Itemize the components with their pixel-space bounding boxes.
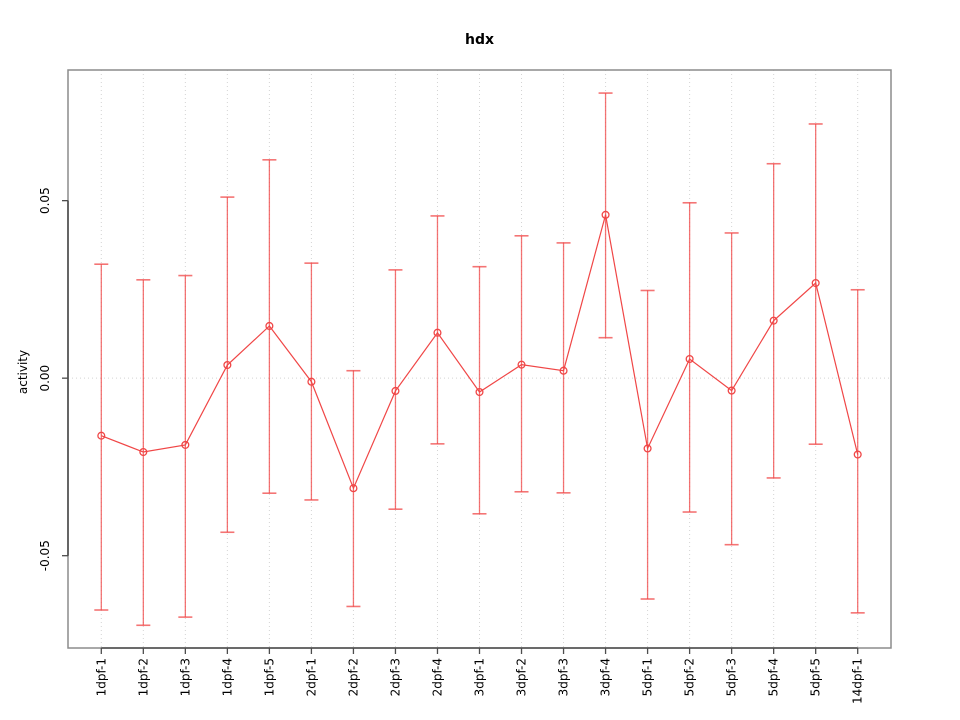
x-tick-label: 5dpf-5 [809, 658, 823, 696]
x-tick-label: 14dpf-1 [851, 658, 865, 704]
data-point [853, 450, 862, 459]
x-tick-label: 1dpf-5 [262, 658, 276, 696]
data-point [265, 321, 274, 331]
data-point [559, 366, 568, 375]
data-point [433, 328, 442, 337]
x-tick-label: 5dpf-2 [683, 658, 697, 696]
data-point [349, 484, 358, 493]
x-tick-label: 5dpf-3 [725, 658, 739, 696]
data-point [685, 354, 694, 364]
data-point [181, 440, 190, 449]
y-tick-label: 0.00 [38, 365, 52, 392]
x-tick-label: 3dpf-2 [515, 658, 529, 696]
x-tick-label: 1dpf-3 [178, 658, 192, 696]
data-point [643, 444, 652, 453]
x-tick-label: 2dpf-1 [304, 658, 318, 696]
y-tick-label: 0.05 [38, 187, 52, 214]
data-point [601, 210, 610, 219]
x-tick-label: 2dpf-4 [430, 658, 444, 696]
data-point [139, 447, 148, 457]
x-tick-label: 3dpf-3 [557, 658, 571, 696]
data-point [475, 387, 484, 397]
x-tick-label: 1dpf-1 [94, 658, 108, 696]
data-line [101, 214, 859, 490]
y-axis-title: activity [16, 350, 30, 394]
data-point [391, 386, 400, 396]
x-tick-label: 1dpf-4 [220, 658, 234, 696]
data-point [307, 377, 316, 386]
data-point [811, 278, 820, 288]
x-tick-label: 5dpf-1 [641, 658, 655, 696]
x-tick-label: 5dpf-4 [767, 658, 781, 696]
data-point [769, 316, 778, 325]
data-point [223, 360, 232, 370]
x-tick-label: 2dpf-3 [388, 658, 402, 696]
x-tick-label: 2dpf-2 [346, 658, 360, 696]
x-tick-label: 1dpf-2 [136, 658, 150, 696]
data-point [97, 431, 106, 440]
chart-title: hdx [464, 32, 495, 48]
data-point [517, 360, 526, 369]
data-point [727, 386, 736, 395]
x-tick-label: 3dpf-4 [599, 658, 613, 696]
y-tick-label: -0.05 [38, 540, 52, 571]
x-tick-label: 3dpf-1 [473, 658, 487, 696]
